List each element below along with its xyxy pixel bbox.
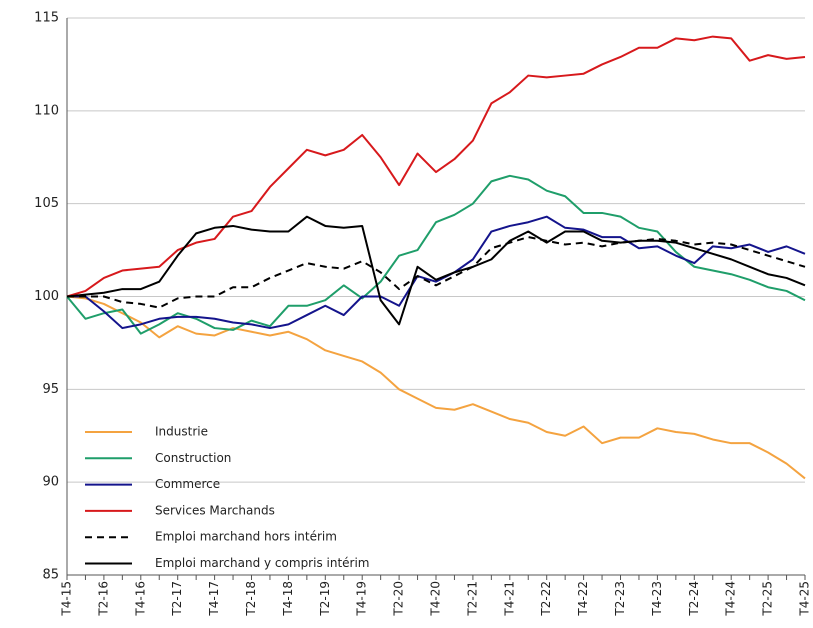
x-tick-label: T4-15: [60, 581, 74, 617]
x-tick-label: T4-21: [502, 581, 516, 617]
x-tick-label: T4-20: [429, 581, 443, 617]
x-tick-label: T4-25: [798, 581, 812, 617]
legend-label: Industrie: [155, 425, 208, 439]
x-tick-label: T4-19: [355, 581, 369, 617]
series-line: [66, 295, 806, 480]
y-tick-label: 95: [42, 382, 59, 397]
y-tick-label: 100: [34, 289, 59, 304]
series-line: [66, 35, 806, 298]
legend-label: Commerce: [155, 477, 220, 491]
y-tick-label: 105: [34, 196, 59, 211]
x-tick-label: T2-21: [465, 581, 479, 617]
series-line: [67, 236, 806, 309]
legend-label: Emploi marchand hors intérim: [155, 530, 337, 544]
series-line: [67, 215, 806, 330]
x-tick-label: T4-18: [281, 581, 295, 617]
legend-label: Services Marchands: [155, 503, 275, 517]
x-tick-label: T4-17: [207, 581, 221, 617]
x-tick-label: T2-24: [687, 581, 701, 617]
y-tick-label: 115: [34, 11, 59, 26]
legend-label: Emploi marchand y compris intérim: [155, 556, 370, 570]
y-tick-label: 110: [34, 103, 59, 118]
x-tick-label: T4-22: [576, 581, 590, 617]
x-tick-label: T2-19: [318, 581, 332, 617]
x-tick-label: T2-22: [539, 581, 553, 617]
y-tick-label: 85: [42, 568, 59, 583]
x-tick-label: T2-25: [761, 581, 775, 617]
x-tick-label: T4-16: [133, 581, 147, 617]
x-tick-label: T2-18: [244, 581, 258, 617]
y-tick-label: 90: [42, 475, 59, 490]
x-tick-label: T2-23: [613, 581, 627, 617]
x-tick-label: T2-17: [170, 581, 184, 617]
series-line: [66, 215, 806, 326]
x-tick-label: T4-23: [650, 581, 664, 617]
x-tick-label: T2-20: [392, 581, 406, 617]
x-tick-label: T2-16: [96, 581, 110, 617]
legend-label: Construction: [155, 451, 231, 465]
x-tick-label: T4-24: [724, 581, 738, 617]
